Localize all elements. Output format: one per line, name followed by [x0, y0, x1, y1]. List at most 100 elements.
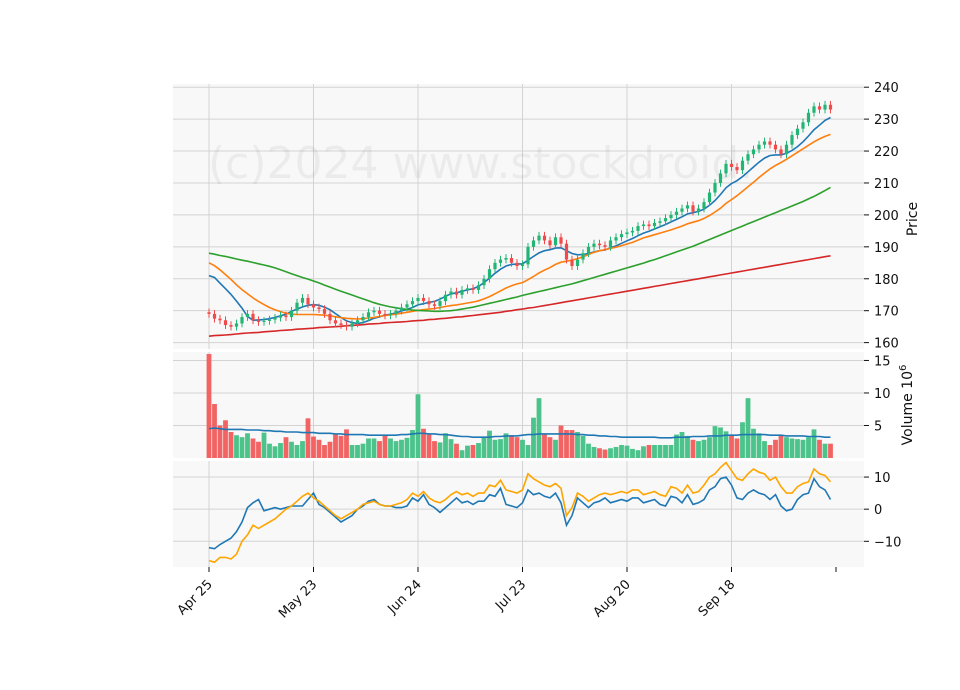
volume-bar — [289, 441, 294, 458]
volume-bar — [701, 439, 707, 458]
candle-body — [619, 234, 624, 238]
volume-bar — [696, 441, 701, 458]
candle-body — [377, 310, 382, 314]
candle-body — [251, 313, 255, 321]
indicator-line — [208, 476, 832, 550]
volume-bar — [828, 443, 833, 458]
candle-body — [735, 167, 739, 171]
volume-bar — [635, 450, 641, 458]
moving-average-line — [208, 133, 831, 320]
candle-body — [817, 106, 822, 110]
volume-bar — [740, 422, 745, 458]
volume-bar — [239, 437, 245, 458]
volume-bar — [707, 437, 712, 458]
candle-body — [531, 240, 536, 247]
candle-body — [823, 104, 827, 110]
volume-bar — [410, 430, 415, 458]
volume-bar — [580, 435, 586, 458]
candle-body — [322, 309, 327, 314]
volume-bar — [542, 434, 547, 458]
candle-body — [317, 307, 321, 310]
indicator-gridlines — [173, 461, 864, 567]
volume-bar — [250, 438, 256, 458]
candle-body — [229, 325, 233, 327]
volume-bar — [223, 420, 228, 458]
volume-bars — [206, 353, 833, 458]
indicator-lines — [208, 461, 832, 564]
volume-bar — [426, 434, 432, 458]
candle-body — [212, 313, 217, 319]
candle-body — [526, 246, 530, 265]
volume-bar — [421, 428, 426, 458]
watermark: (c)2024 www.stockdroid. — [208, 138, 753, 189]
candle-body — [680, 208, 684, 212]
volume-bar — [586, 443, 591, 458]
volume-bar — [811, 429, 817, 458]
volume-bar — [817, 439, 822, 458]
candle-body — [630, 230, 635, 233]
volume-bar — [608, 448, 613, 458]
volume-axis-label: Volume 106 — [898, 365, 916, 446]
x-tick-label: Aug 20 — [591, 577, 634, 620]
volume-bar — [404, 437, 410, 458]
volume-bar — [228, 431, 234, 458]
volume-bar — [476, 443, 481, 458]
candle-body — [828, 104, 833, 110]
candle-body — [603, 245, 607, 247]
volume-bar — [355, 444, 360, 458]
candle-body — [432, 304, 437, 306]
volume-bar — [536, 398, 542, 458]
candle-body — [372, 310, 376, 313]
candle-body — [812, 106, 816, 113]
candle-body — [482, 278, 486, 286]
candle-body — [361, 317, 365, 321]
x-tick-label: Sep 18 — [696, 577, 739, 620]
candle-body — [328, 313, 332, 321]
volume-panel: 5 10 15 Volume 106 — [173, 352, 916, 458]
candle-body — [267, 319, 272, 321]
volume-bar — [256, 441, 261, 458]
volume-bar — [322, 444, 327, 458]
candle-body — [806, 112, 811, 123]
volume-bar — [327, 441, 333, 458]
volume-bar — [734, 438, 740, 458]
volume-bar — [558, 425, 564, 458]
candle-body — [350, 323, 354, 327]
candle-body — [586, 246, 591, 254]
candle-body — [245, 313, 250, 318]
candle-body — [718, 173, 723, 183]
y-tick-label: 180 — [874, 273, 899, 288]
candle-body — [454, 291, 459, 295]
volume-bar — [432, 441, 437, 458]
volume-bar — [773, 439, 778, 458]
candle-body — [405, 304, 409, 308]
candle-body — [740, 160, 745, 171]
y-tick-label: 170 — [874, 305, 899, 320]
y-tick-label: 10 — [874, 387, 891, 402]
volume-bar — [756, 433, 762, 458]
price-axis-label: Price — [905, 202, 921, 236]
candle-body — [487, 269, 492, 279]
y-tick-label: 190 — [874, 241, 899, 256]
volume-bar — [316, 439, 322, 458]
candle-body — [388, 313, 393, 316]
candle-body — [460, 289, 464, 295]
price-gridlines — [173, 84, 864, 349]
candle-body — [355, 320, 360, 324]
volume-bar — [448, 439, 454, 458]
volume-bar — [800, 439, 806, 458]
candle-body — [751, 149, 756, 155]
volume-bar — [487, 430, 492, 458]
candle-body — [366, 312, 371, 318]
volume-bar — [349, 444, 355, 458]
volume-bar — [300, 441, 305, 458]
candle-body — [608, 240, 613, 247]
volume-axis: 5 10 15 — [864, 354, 891, 434]
volume-bar — [657, 444, 663, 458]
y-tick-label: 210 — [874, 177, 899, 192]
y-tick-label: 5 — [874, 419, 882, 434]
candle-body — [685, 205, 690, 209]
y-tick-label: 240 — [874, 81, 899, 96]
